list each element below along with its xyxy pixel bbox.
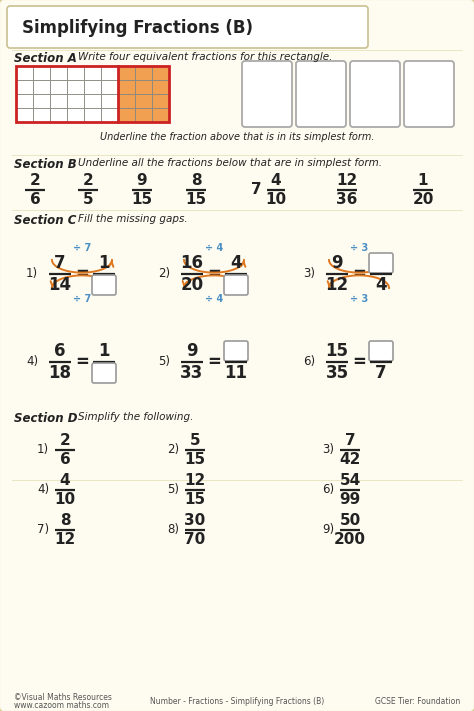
Text: 10: 10 (265, 192, 287, 207)
Text: 11: 11 (225, 364, 247, 382)
Text: 7: 7 (345, 433, 356, 448)
Text: 4: 4 (60, 473, 70, 488)
Bar (101, 66, 118, 80)
Bar (67, 108, 84, 122)
Text: 1): 1) (37, 444, 49, 456)
Text: 10: 10 (55, 492, 75, 507)
Bar (16, 108, 33, 122)
Text: 6: 6 (60, 452, 70, 467)
Bar (67, 66, 84, 80)
Bar (84, 94, 101, 108)
Text: GCSE Tier: Foundation: GCSE Tier: Foundation (375, 697, 460, 705)
Text: 4: 4 (230, 254, 242, 272)
FancyBboxPatch shape (224, 275, 248, 295)
Bar (50, 80, 67, 94)
Text: Fill the missing gaps.: Fill the missing gaps. (78, 214, 188, 224)
Bar (152, 94, 169, 108)
Text: 4: 4 (375, 276, 387, 294)
Text: 12: 12 (337, 173, 357, 188)
Text: 9): 9) (322, 523, 334, 537)
Bar (135, 80, 152, 94)
Text: Section A: Section A (14, 52, 77, 65)
Text: 12: 12 (184, 473, 206, 488)
Text: 7: 7 (375, 364, 387, 382)
Text: 2: 2 (60, 433, 70, 448)
Bar (84, 66, 101, 80)
Text: Number - Fractions - Simplifying Fractions (B): Number - Fractions - Simplifying Fractio… (150, 697, 324, 705)
Text: 4): 4) (26, 356, 38, 368)
Bar (118, 108, 135, 122)
FancyBboxPatch shape (369, 253, 393, 273)
FancyBboxPatch shape (404, 61, 454, 127)
Text: 12: 12 (326, 276, 348, 294)
Text: 18: 18 (48, 364, 72, 382)
FancyBboxPatch shape (350, 61, 400, 127)
Bar (84, 80, 101, 94)
Bar (101, 108, 118, 122)
Text: 9: 9 (137, 173, 147, 188)
Text: 4: 4 (271, 173, 281, 188)
Text: =: = (352, 265, 366, 283)
Bar (118, 94, 135, 108)
Text: ÷ 7: ÷ 7 (73, 243, 91, 253)
Text: 2): 2) (158, 267, 170, 281)
Text: 15: 15 (184, 452, 206, 467)
Text: 14: 14 (48, 276, 72, 294)
Bar (84, 108, 101, 122)
Bar (16, 66, 33, 80)
Bar (33, 94, 50, 108)
Bar (135, 94, 152, 108)
Bar (135, 66, 152, 80)
Text: 16: 16 (181, 254, 203, 272)
Text: 36: 36 (337, 192, 358, 207)
Text: 2: 2 (82, 173, 93, 188)
Text: =: = (352, 353, 366, 371)
FancyBboxPatch shape (224, 341, 248, 361)
Text: =: = (207, 353, 221, 371)
Text: =: = (75, 353, 89, 371)
Bar (33, 66, 50, 80)
Text: 6): 6) (303, 356, 315, 368)
Text: Underline the fraction above that is in its simplest form.: Underline the fraction above that is in … (100, 132, 374, 142)
Bar (50, 108, 67, 122)
Text: 1: 1 (418, 173, 428, 188)
Bar (50, 66, 67, 80)
Text: 5): 5) (158, 356, 170, 368)
Bar (118, 80, 135, 94)
Bar (67, 80, 84, 94)
Text: 6: 6 (29, 192, 40, 207)
Text: Simplify the following.: Simplify the following. (78, 412, 193, 422)
Text: Section C: Section C (14, 214, 76, 227)
Text: 33: 33 (181, 364, 204, 382)
Text: 35: 35 (326, 364, 348, 382)
Text: 6: 6 (54, 342, 66, 360)
Text: 6): 6) (322, 483, 334, 496)
Text: 3): 3) (322, 444, 334, 456)
Text: Underline all the fractions below that are in simplest form.: Underline all the fractions below that a… (78, 158, 382, 168)
Text: Section D: Section D (14, 412, 78, 425)
Bar (152, 66, 169, 80)
Text: 200: 200 (334, 532, 366, 547)
Text: 8): 8) (167, 523, 179, 537)
Text: 70: 70 (184, 532, 206, 547)
FancyBboxPatch shape (296, 61, 346, 127)
Bar (101, 80, 118, 94)
Bar (16, 80, 33, 94)
Bar (152, 80, 169, 94)
Text: 7: 7 (251, 183, 261, 198)
Bar (33, 80, 50, 94)
Text: 15: 15 (131, 192, 153, 207)
Text: 2: 2 (29, 173, 40, 188)
Bar (16, 66, 169, 122)
Text: 15: 15 (184, 492, 206, 507)
FancyBboxPatch shape (242, 61, 292, 127)
Text: 8: 8 (191, 173, 201, 188)
Text: 54: 54 (339, 473, 361, 488)
Text: 7): 7) (37, 523, 49, 537)
Bar (135, 108, 152, 122)
Bar (50, 94, 67, 108)
Text: 5: 5 (82, 192, 93, 207)
Bar (33, 108, 50, 122)
Text: 15: 15 (326, 342, 348, 360)
